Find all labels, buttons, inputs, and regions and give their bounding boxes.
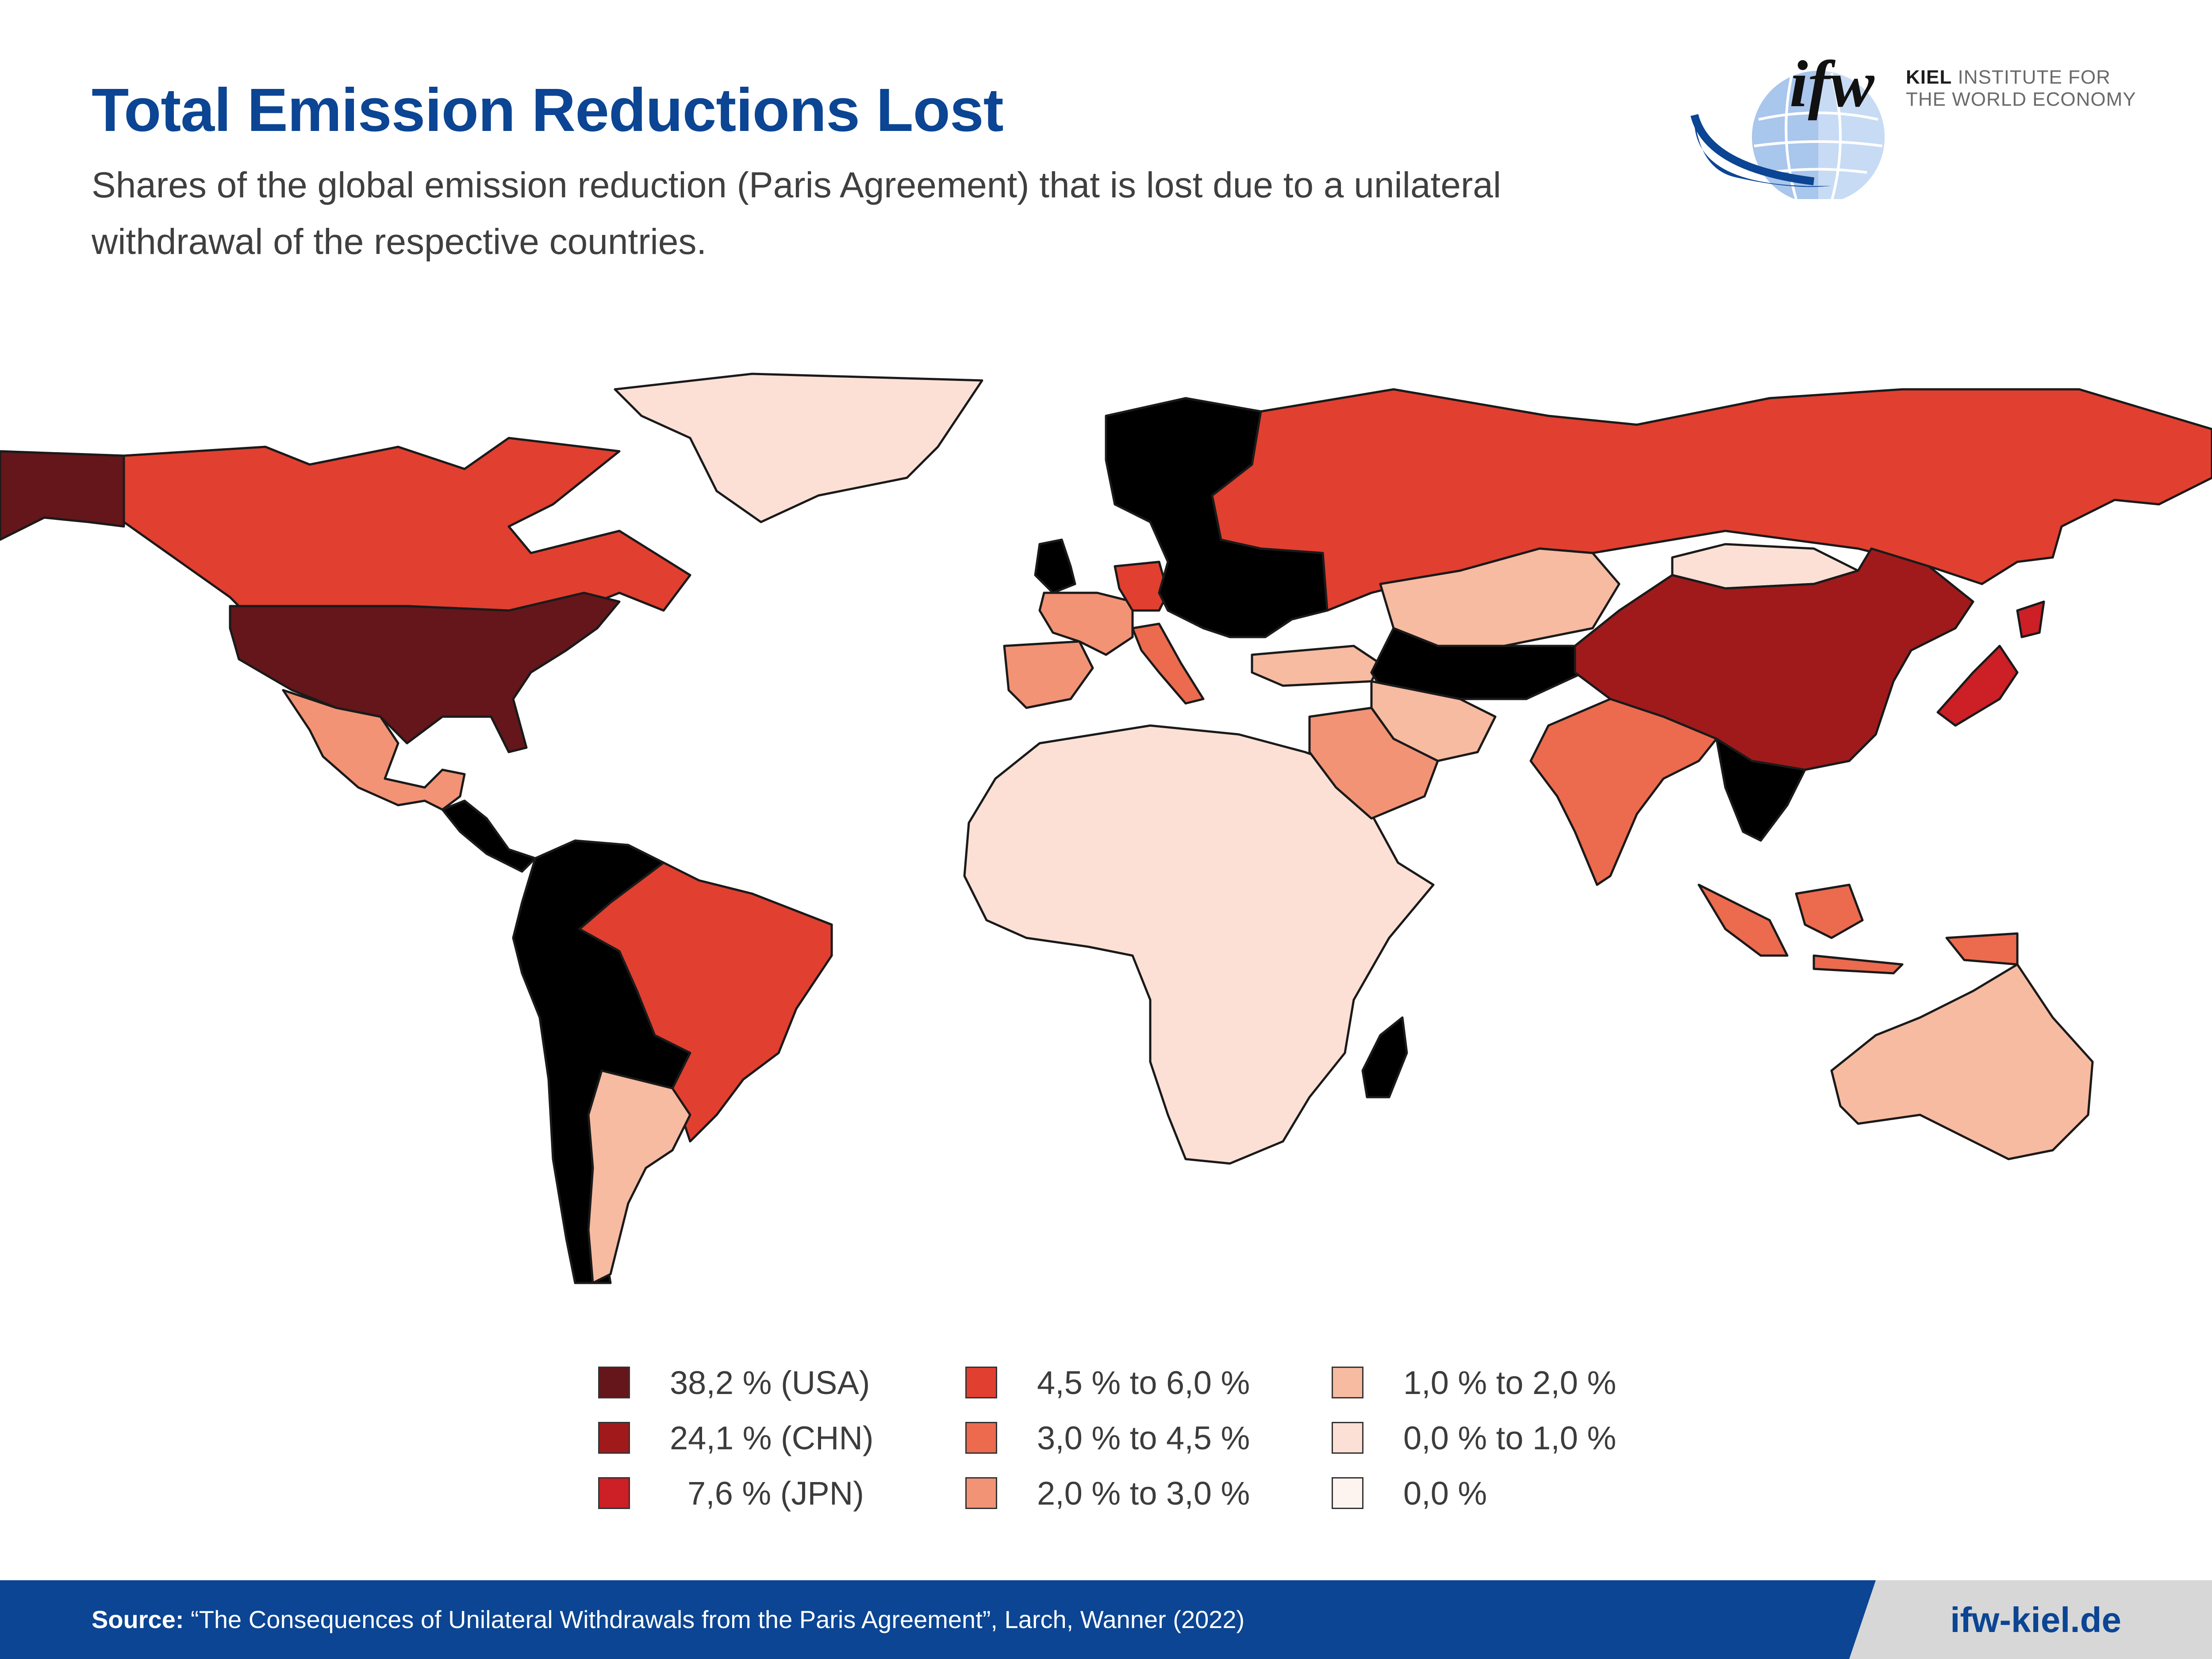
- logo-caption: KIEL INSTITUTE FOR THE WORLD ECONOMY: [1906, 66, 2136, 111]
- legend-item: 0,0 % to 1,0 %: [1332, 1419, 1617, 1456]
- legend-item: 7,6 % (JPN): [598, 1475, 864, 1512]
- globe-icon: [1690, 71, 1885, 199]
- region-indonesia: [1697, 883, 2019, 975]
- legend-label: 2,0 % to 3,0 %: [1037, 1475, 1250, 1512]
- region-usa: [229, 591, 621, 753]
- region-france: [1038, 591, 1134, 656]
- logo-line1-rest: INSTITUTE FOR: [1958, 66, 2111, 88]
- legend-item: 24,1 % (CHN): [598, 1419, 874, 1456]
- legend-label: 1,0 % to 2,0 %: [1403, 1364, 1617, 1401]
- world-map: [0, 373, 2212, 1284]
- legend-label: 24,1 % (CHN): [670, 1419, 874, 1456]
- region-canada: [123, 437, 691, 612]
- legend-item: 1,0 % to 2,0 %: [1332, 1364, 1617, 1401]
- region-central-america: [441, 799, 537, 873]
- footer-site-panel: [1849, 1580, 2212, 1659]
- source-label: Source:: [92, 1605, 184, 1633]
- region-turkey: [1251, 645, 1382, 687]
- map-title: Total Emission Reductions Lost: [92, 76, 1004, 144]
- legend-swatch: [965, 1422, 997, 1454]
- ifw-logo: ifw: [1690, 58, 1885, 199]
- region-russia: [1211, 388, 2212, 612]
- logo-line1-bold: KIEL: [1906, 66, 1952, 88]
- legend-label: 3,0 % to 4,5 %: [1037, 1419, 1250, 1456]
- legend-swatch: [1332, 1477, 1363, 1509]
- region-alaska: [0, 450, 125, 541]
- legend-label: 0,0 %: [1403, 1475, 1487, 1512]
- region-australia: [1830, 963, 2094, 1160]
- legend-swatch: [598, 1422, 630, 1454]
- legend-item: 2,0 % to 3,0 %: [965, 1475, 1250, 1512]
- legend-item: 3,0 % to 4,5 %: [965, 1419, 1250, 1456]
- footer-bar: Source: “The Consequences of Unilateral …: [0, 1580, 2212, 1659]
- legend-swatch: [965, 1367, 997, 1398]
- legend-swatch: [598, 1477, 630, 1509]
- legend-label: 0,0 % to 1,0 %: [1403, 1419, 1617, 1456]
- legend-item: 4,5 % to 6,0 %: [965, 1364, 1250, 1401]
- legend-swatch: [1332, 1422, 1363, 1454]
- map-subtitle: Shares of the global emission reduction …: [92, 165, 1502, 262]
- region-brazil: [578, 861, 833, 1143]
- region-japan: [1936, 600, 2045, 727]
- region-spain: [1003, 640, 1094, 709]
- region-argentina: [587, 1069, 691, 1284]
- region-italy: [1131, 622, 1205, 705]
- legend-swatch: [1332, 1367, 1363, 1398]
- source-text: “The Consequences of Unilateral Withdraw…: [184, 1605, 1245, 1633]
- region-greenland: [614, 373, 983, 523]
- site-link[interactable]: ifw-kiel.de: [1950, 1600, 2121, 1640]
- legend-label: 7,6 % (JPN): [687, 1475, 864, 1512]
- region-southeast-asia: [1715, 737, 1806, 842]
- logo-line2: THE WORLD ECONOMY: [1906, 88, 2136, 110]
- region-saudi-arabia: [1308, 707, 1439, 820]
- region-uk: [1034, 538, 1076, 594]
- legend-item: 0,0 %: [1332, 1475, 1487, 1512]
- region-germany: [1114, 561, 1169, 612]
- logo-mark: ifw: [1790, 58, 1875, 121]
- legend-item: 38,2 % (USA): [598, 1364, 870, 1401]
- legend-label: 38,2 % (USA): [670, 1364, 870, 1401]
- legend-swatch: [598, 1367, 630, 1398]
- region-madagascar: [1361, 1016, 1408, 1098]
- legend-label: 4,5 % to 6,0 %: [1037, 1364, 1250, 1401]
- region-mexico: [282, 689, 466, 811]
- source-citation: Source: “The Consequences of Unilateral …: [92, 1605, 1244, 1634]
- legend-swatch: [965, 1477, 997, 1509]
- region-india: [1529, 698, 1718, 886]
